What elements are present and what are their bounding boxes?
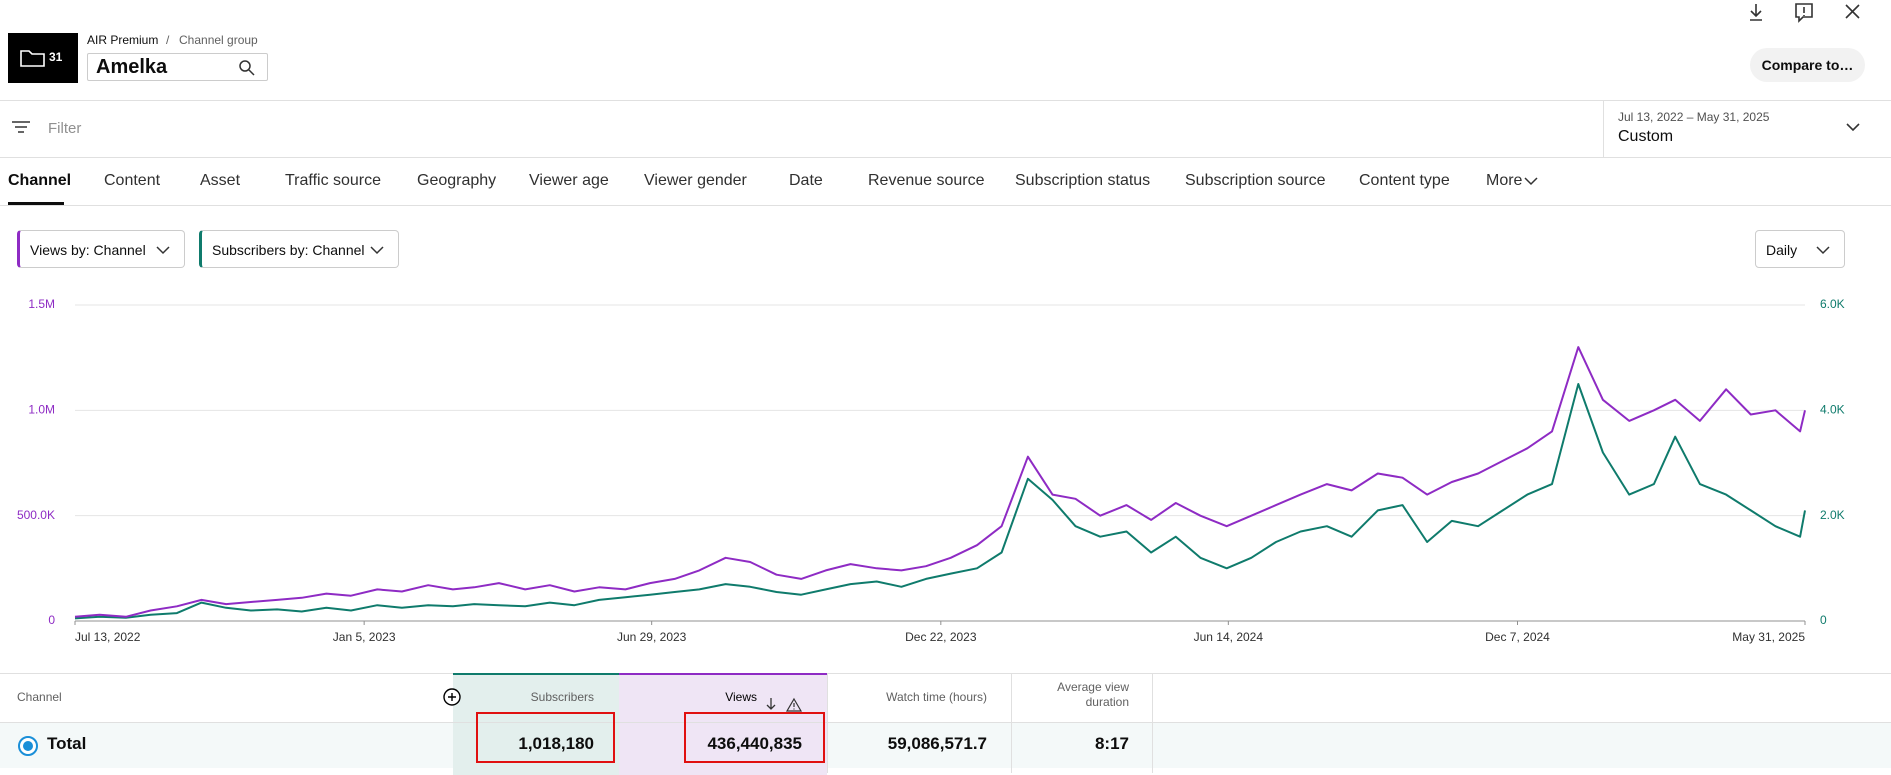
divider <box>0 100 1891 101</box>
breadcrumb-child: Channel group <box>179 33 258 47</box>
subscribers-selector[interactable]: Subscribers by: Channel <box>199 230 399 268</box>
folder-count: 31 <box>49 50 63 64</box>
series-line <box>74 346 1806 618</box>
y2ticks-label: 4.0K <box>1820 403 1845 417</box>
filter-icon <box>12 121 30 133</box>
chevron <box>370 246 384 255</box>
chevron <box>1846 123 1860 132</box>
chevron <box>1524 177 1538 186</box>
y2ticks-label: 0 <box>1820 613 1827 627</box>
x-tick-label: Dec 7, 2024 <box>1485 630 1550 644</box>
tab[interactable]: Content type <box>1359 172 1450 189</box>
interval-selector[interactable]: Daily <box>1755 230 1845 268</box>
search-box[interactable]: Amelka <box>87 53 268 81</box>
search-icon <box>239 60 255 76</box>
tab[interactable]: Geography <box>417 172 497 189</box>
divider <box>0 722 1891 723</box>
breadcrumb-parent[interactable]: AIR Premium <box>87 33 159 47</box>
x-tick-label: Jan 5, 2023 <box>333 630 396 644</box>
channel-group-icon[interactable]: 31 <box>8 33 78 83</box>
add-column-icon[interactable] <box>442 687 462 707</box>
column-header[interactable]: Average view duration <box>1057 680 1129 709</box>
divider <box>827 673 828 773</box>
sort-warning-icons <box>766 697 803 712</box>
tab-underline <box>8 202 64 205</box>
row-label: Total <box>47 734 87 753</box>
column-header[interactable]: Watch time (hours) <box>886 690 987 704</box>
tab[interactable]: Subscription source <box>1185 172 1326 189</box>
column-header[interactable]: Views <box>725 690 757 704</box>
tab[interactable]: Viewer gender <box>644 172 747 189</box>
yticks-label: 0 <box>48 613 55 627</box>
divider <box>0 205 1891 206</box>
yticks-label: 1.5M <box>28 297 55 311</box>
selector-label: Views by: Channel <box>30 242 146 258</box>
divider <box>0 673 1891 674</box>
folder-icon <box>20 50 45 67</box>
total-row <box>0 722 1891 768</box>
divider <box>1152 673 1153 773</box>
tab[interactable]: Content <box>104 172 161 189</box>
x-tick-label: Jul 13, 2022 <box>75 630 141 644</box>
divider <box>1011 673 1012 773</box>
breadcrumb-separator: / <box>166 33 170 47</box>
divider <box>1603 100 1604 157</box>
radio-button[interactable] <box>17 735 39 757</box>
tab[interactable]: Channel <box>8 172 72 189</box>
tab[interactable]: Date <box>789 172 823 189</box>
selector-label: Subscribers by: Channel <box>212 242 365 258</box>
yticks-label: 500.0K <box>17 508 55 522</box>
chevron <box>156 246 170 255</box>
selector-label: Daily <box>1766 242 1798 258</box>
tab[interactable]: Subscription status <box>1015 172 1151 189</box>
x-tick-label: Dec 22, 2023 <box>905 630 977 644</box>
column-header: Channel <box>17 690 62 704</box>
tab[interactable]: Viewer age <box>529 172 609 189</box>
cell: 59,086,571.7 <box>887 734 987 753</box>
date-range[interactable]: Jul 13, 2022 – May 31, 2025 <box>1618 110 1770 124</box>
x-tick-label: Jun 14, 2024 <box>1194 630 1264 644</box>
highlight-box <box>476 712 615 763</box>
cell: 1,018,180 <box>518 734 594 753</box>
date-preset[interactable]: Custom <box>1618 128 1674 145</box>
series-line <box>74 383 1806 620</box>
column-header[interactable]: Subscribers <box>530 690 594 704</box>
subscribers-column <box>453 673 619 775</box>
divider <box>0 157 1891 158</box>
cell: 8:17 <box>1094 734 1129 753</box>
x-tick-label: Jun 29, 2023 <box>617 630 687 644</box>
highlight-box <box>684 712 825 763</box>
compare-button[interactable]: Compare to… <box>1750 48 1865 82</box>
chevron <box>1816 246 1830 255</box>
cell: 436,440,835 <box>707 734 802 753</box>
views-column <box>619 673 827 775</box>
tab[interactable]: Revenue source <box>868 172 985 189</box>
filter-input[interactable]: Filter <box>48 120 82 137</box>
tab[interactable]: Asset <box>200 172 241 189</box>
views-selector[interactable]: Views by: Channel <box>17 230 185 268</box>
yticks-label: 1.0M <box>28 403 55 417</box>
y2ticks-label: 2.0K <box>1820 508 1845 522</box>
x-tick-label: May 31, 2025 <box>1732 630 1805 644</box>
tab[interactable]: Traffic source <box>285 172 382 189</box>
y2ticks-label: 6.0K <box>1820 297 1845 311</box>
toolbar-icons[interactable] <box>1746 2 1886 24</box>
channel-name: Amelka <box>96 56 168 78</box>
tab[interactable]: More <box>1486 172 1523 189</box>
